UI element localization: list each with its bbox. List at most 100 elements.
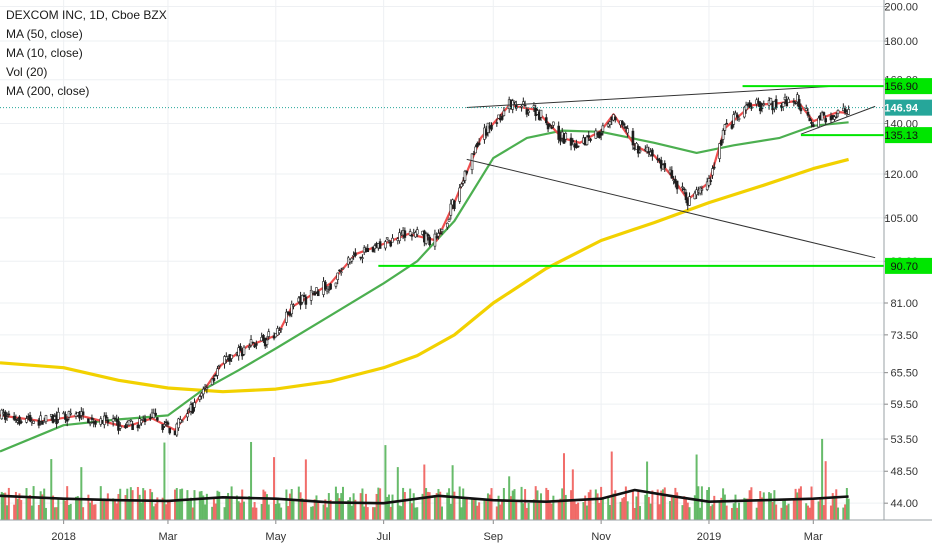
volume-bar <box>193 490 196 520</box>
volume-bar <box>242 501 245 520</box>
volume-bar <box>143 490 146 520</box>
volume-bar <box>681 505 684 520</box>
candle-body <box>792 100 796 103</box>
volume-bar <box>177 498 180 520</box>
candle-body <box>313 292 317 296</box>
x-tick-label: Jul <box>377 531 391 543</box>
volume-bar <box>14 491 17 520</box>
candle-body <box>410 234 414 237</box>
volume-bar <box>524 489 527 520</box>
candle-body <box>721 130 725 140</box>
candle-body <box>279 328 283 330</box>
chart-legend: DEXCOM INC, 1D, Cboe BZX MA (50, close) … <box>6 6 167 101</box>
volume-bar <box>299 492 302 520</box>
volume-bar <box>43 488 46 520</box>
volume-bar <box>720 497 723 520</box>
volume-bar <box>822 505 825 520</box>
candle-body <box>278 330 281 334</box>
volume-bar <box>562 453 565 520</box>
candle-body <box>700 188 704 191</box>
volume-bar <box>639 506 642 520</box>
candle-body <box>682 188 686 191</box>
volume-bar <box>762 492 765 520</box>
candle-body <box>156 417 159 421</box>
candle-body <box>18 416 21 425</box>
candle-body <box>148 417 152 420</box>
volume-bar <box>112 498 115 520</box>
volume-bar <box>253 502 256 520</box>
volume-bar <box>490 488 493 520</box>
volume-bar <box>805 503 808 520</box>
volume-bar <box>55 507 58 520</box>
candle-body <box>65 418 69 422</box>
volume-bar <box>361 488 364 520</box>
candle-body <box>403 230 407 238</box>
volume-bar <box>448 488 451 520</box>
candle-body <box>302 294 306 298</box>
candles <box>0 92 850 438</box>
volume-bar <box>545 487 548 520</box>
volume-bar <box>67 505 70 520</box>
volume-bar <box>633 507 636 520</box>
candle-body <box>350 257 354 262</box>
candle-body <box>111 418 115 422</box>
volume-bar <box>812 497 815 520</box>
volume-bar <box>573 501 576 520</box>
volume-bar <box>711 504 714 520</box>
candle-body <box>762 103 766 106</box>
volume-bar <box>520 486 523 520</box>
volume-bar <box>582 502 585 520</box>
candle-body <box>198 396 202 400</box>
volume-bar <box>707 487 710 520</box>
candle-body <box>304 296 308 305</box>
candle-body <box>822 112 826 116</box>
volume-bar <box>151 492 154 520</box>
volume-bar <box>608 504 611 520</box>
volume-bar <box>761 497 764 520</box>
candle-body <box>415 229 419 235</box>
candle-body <box>19 421 23 423</box>
volume-bar <box>409 488 412 520</box>
volume-bar <box>250 441 253 520</box>
candle-body <box>601 125 605 132</box>
candle-body <box>712 166 716 169</box>
volume-bar <box>128 499 131 520</box>
volume-bar <box>829 505 832 520</box>
drawn-lines <box>0 85 884 267</box>
candle-body <box>265 339 269 345</box>
candle-body <box>638 150 642 153</box>
candle-body <box>175 423 179 436</box>
volume-bar <box>324 499 327 520</box>
volume-bar <box>278 503 281 520</box>
candle-body <box>57 411 60 420</box>
candle-body <box>163 424 166 427</box>
volume-bar <box>651 490 654 520</box>
volume-bar <box>29 495 32 520</box>
volume-bar <box>700 486 703 520</box>
candle-body <box>154 412 157 416</box>
x-tick-label: May <box>265 531 286 543</box>
candle-body <box>622 123 626 126</box>
volume-bar <box>347 500 350 520</box>
candle-body <box>495 122 499 124</box>
candle-body <box>810 122 813 124</box>
volume-bar <box>736 507 739 520</box>
volume-bar <box>570 490 573 520</box>
volume-bar <box>255 507 258 520</box>
volume-bar <box>149 488 152 520</box>
volume-bar <box>78 498 81 520</box>
candle-body <box>32 420 35 424</box>
volume-bar <box>57 498 60 520</box>
candle-body <box>115 419 118 422</box>
candle-body <box>608 121 612 125</box>
candle-body <box>688 196 691 206</box>
candle-body <box>41 420 44 425</box>
volume-bar <box>794 488 797 520</box>
candle-body <box>391 237 394 243</box>
volume-bar <box>311 506 314 520</box>
candle-body <box>453 200 456 210</box>
volume-bar <box>280 507 283 520</box>
y-tick-label: 81.00 <box>890 298 918 310</box>
y-tick-label: 105.00 <box>884 213 918 225</box>
